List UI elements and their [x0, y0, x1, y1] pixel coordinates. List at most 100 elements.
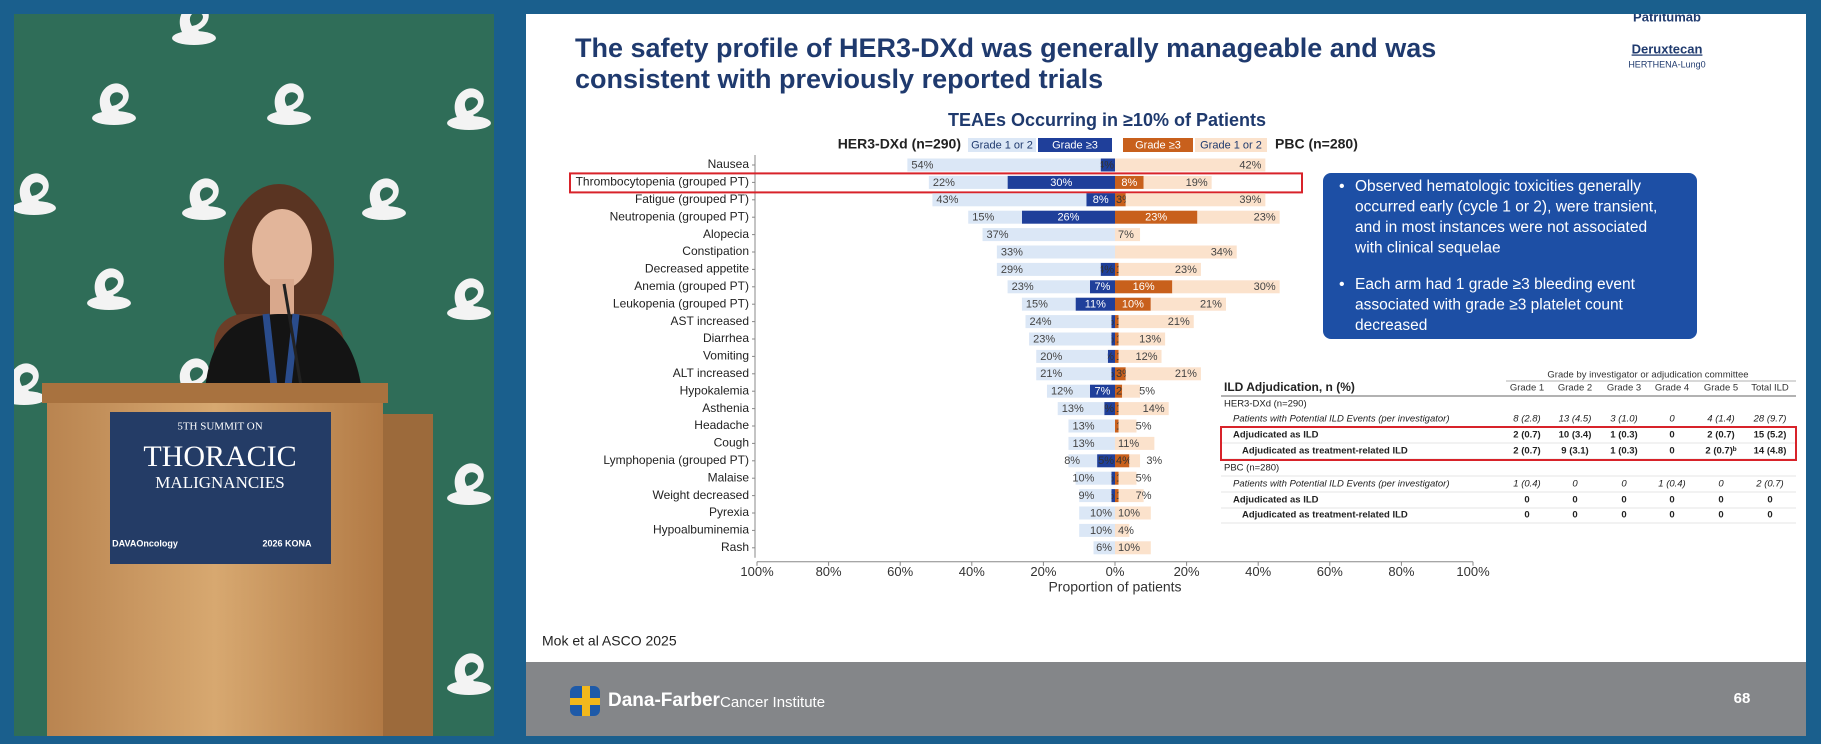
highlight-box — [569, 172, 1303, 194]
category-label: Alopecia — [703, 227, 749, 241]
bar — [1111, 471, 1115, 485]
value-label: 13% — [1072, 438, 1094, 450]
value-label: 14% — [1143, 403, 1165, 415]
bar — [1115, 454, 1130, 468]
bar — [1111, 332, 1115, 346]
legend-label: Grade 1 or 2 — [1200, 139, 1262, 151]
value-label: 39% — [1239, 194, 1261, 206]
bar — [1172, 280, 1280, 294]
bar — [1079, 506, 1115, 520]
bar — [1007, 175, 1115, 189]
table-column-header: Grade 3 — [1607, 383, 1641, 394]
bar — [1100, 158, 1115, 172]
table-cell: 0 — [1524, 510, 1529, 521]
category-label: Decreased appetite — [645, 262, 749, 276]
table-cell: 0 — [1621, 479, 1627, 490]
bar — [1075, 471, 1112, 485]
bar — [1115, 506, 1151, 520]
table-cell: 2 (0.7) — [1755, 479, 1783, 490]
slide-title: consistent with previously reported tria… — [575, 64, 1103, 94]
bar — [1097, 454, 1115, 468]
legend-label: Grade ≥3 — [1052, 139, 1098, 151]
value-label: 15% — [972, 212, 994, 224]
bar — [1036, 367, 1112, 381]
table-cell: 0 — [1572, 479, 1578, 490]
table-cell: 4 (1.4) — [1707, 414, 1734, 425]
table-row-label: PBC (n=280) — [1224, 463, 1279, 474]
bar — [1115, 175, 1144, 189]
podium: 5TH SUMMIT ON THORACIC MALIGNANCIES DAVA… — [42, 383, 433, 736]
footer-brand-sub: Cancer Institute — [720, 694, 825, 711]
value-label: 10% — [1122, 299, 1144, 311]
bar — [1107, 349, 1115, 363]
bar — [1057, 402, 1105, 416]
bar — [1115, 384, 1123, 398]
table-column-header: Grade 5 — [1704, 383, 1738, 394]
value-label: 11% — [1085, 299, 1106, 311]
value-label: 10% — [1118, 507, 1140, 519]
bar — [1079, 523, 1115, 537]
table-super-header: Grade by investigator or adjudication co… — [1547, 370, 1748, 381]
value-label: 23% — [1033, 333, 1055, 345]
slide-title: The safety profile of HER3-DXd was gener… — [575, 33, 1436, 63]
table-cell: 0 — [1621, 510, 1626, 521]
table-cell: 2 (0.7)ᵇ — [1705, 446, 1736, 457]
value-label: 5% — [1136, 420, 1152, 432]
table-cell: 0 — [1669, 495, 1674, 506]
legend-label: Grade ≥3 — [1135, 139, 1181, 151]
bar — [1115, 402, 1119, 416]
value-label: 8% — [1064, 455, 1080, 467]
placard-text: 5TH SUMMIT ON — [177, 421, 262, 433]
legend-swatch — [968, 138, 1036, 152]
bar — [1115, 297, 1151, 311]
x-axis-label: Proportion of patients — [1048, 579, 1181, 595]
x-tick-label: 0% — [1106, 564, 1125, 579]
table-row-label: Adjudicated as treatment-related ILD — [1242, 446, 1408, 457]
value-label: 5% — [1139, 386, 1155, 398]
value-label: 11% — [1118, 438, 1139, 450]
table-column-header: Total ILD — [1751, 383, 1789, 394]
bar — [968, 210, 1022, 224]
value-label: 7% — [1095, 386, 1111, 398]
x-tick-label: 80% — [1388, 564, 1414, 579]
bar — [1025, 315, 1112, 329]
callout-text: Each arm had 1 grade ≥3 bleeding event — [1355, 276, 1636, 293]
x-tick-label: 40% — [959, 564, 985, 579]
table-cell: 2 (0.7) — [1513, 430, 1540, 441]
category-label: Constipation — [682, 244, 749, 258]
bar — [1115, 489, 1119, 503]
category-label: Fatigue (grouped PT) — [635, 192, 749, 206]
table-title: ILD Adjudication, n (%) — [1224, 380, 1355, 394]
value-label: 13% — [1139, 333, 1161, 345]
value-label: 15% — [1026, 299, 1048, 311]
bar — [1115, 523, 1130, 537]
value-label: 37% — [987, 229, 1009, 241]
table-column-header: Grade 1 — [1510, 383, 1544, 394]
footer-bar — [526, 662, 1806, 736]
logo-text: Deruxtecan — [1632, 41, 1703, 56]
table-cell: 0 — [1572, 495, 1577, 506]
x-tick-label: 20% — [1174, 564, 1200, 579]
value-label: 10% — [1118, 542, 1140, 554]
table-cell: 0 — [1767, 495, 1772, 506]
value-label: 4% — [1098, 159, 1114, 171]
table-column-header: Grade 2 — [1558, 383, 1592, 394]
category-label: Hypokalemia — [680, 383, 750, 397]
placard-text: MALIGNANCIES — [155, 473, 284, 492]
placard-text: THORACIC — [143, 440, 296, 473]
bar — [1115, 262, 1119, 276]
category-label: Asthenia — [702, 401, 749, 415]
bar — [1093, 541, 1115, 555]
bar — [1089, 384, 1115, 398]
table-cell: 2 (0.7) — [1707, 430, 1734, 441]
placard-text: DAVAOncology — [112, 538, 178, 548]
value-label: 12% — [1136, 351, 1158, 363]
table-cell: 14 (4.8) — [1754, 446, 1787, 457]
bar — [1118, 402, 1169, 416]
legend-swatch — [1038, 138, 1112, 152]
bar — [1115, 193, 1126, 207]
speaker-video: 5TH SUMMIT ON THORACIC MALIGNANCIES DAVA… — [14, 14, 494, 736]
value-label: 21% — [1168, 316, 1190, 328]
bar — [1118, 471, 1137, 485]
category-label: Hypoalbuminemia — [653, 523, 749, 537]
